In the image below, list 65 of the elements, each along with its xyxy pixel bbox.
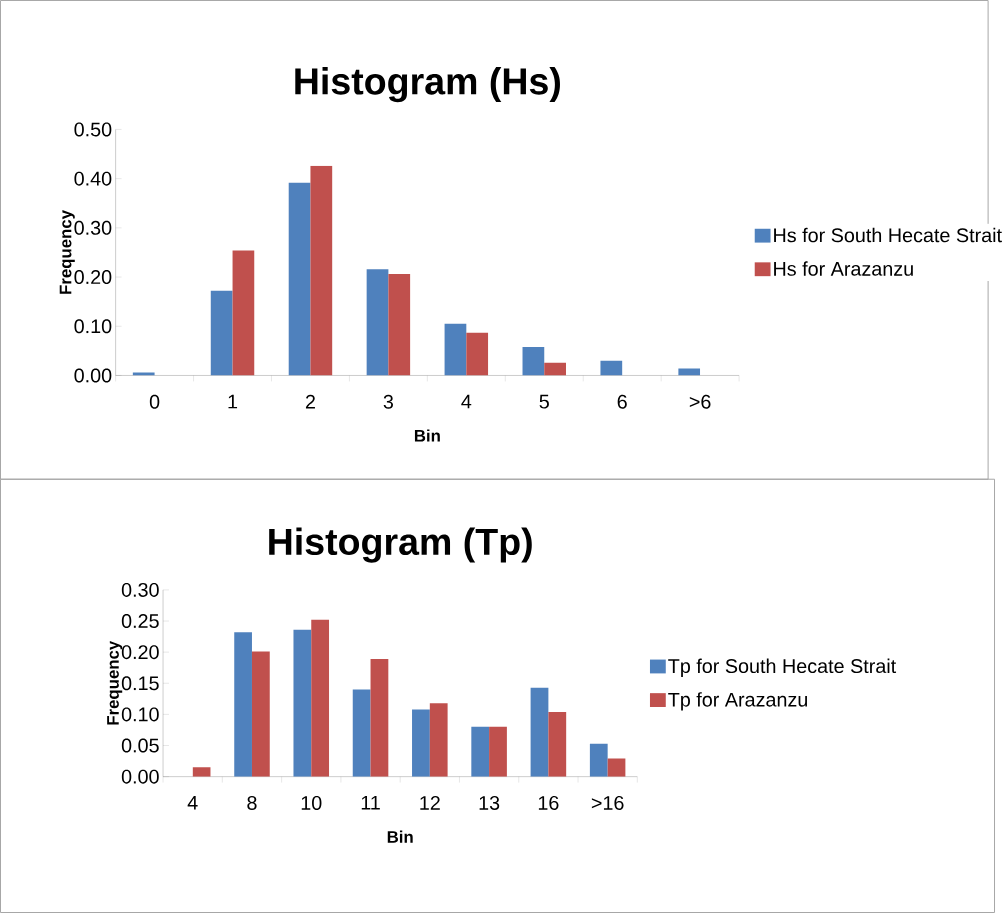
bar [466,332,489,376]
x-tick-label: 1 [228,394,238,409]
legend-label: Hs for Arazanzu [774,261,913,276]
bar [234,632,252,777]
y-tick-label: 0.00 [74,368,112,383]
y-tick-label: 0.10 [74,319,112,334]
bar [352,689,371,777]
bar [293,629,312,777]
x-tick-label: 12 [420,795,440,810]
bar [429,703,448,777]
y-tick-label: 0.30 [74,220,112,235]
bar [311,619,330,777]
bar [548,711,567,777]
bar [522,346,545,376]
x-tick-label: 2 [305,394,315,409]
bar [288,182,311,376]
bar [530,687,549,777]
y-tick-label: 0.50 [74,122,112,137]
bar [489,726,507,777]
y-tick-label: 0.20 [74,270,112,285]
y-tick-label: 0.30 [121,582,159,597]
chart-title: Histogram (Hs) [295,67,560,103]
bar [388,274,411,376]
x-axis-title: Bin [414,429,440,442]
x-tick-label: 4 [187,795,198,810]
y-tick-label: 0.05 [121,738,159,753]
x-tick-label: 6 [617,394,627,409]
bar [412,709,430,777]
x-tick-label: 8 [247,795,257,810]
bar [544,362,566,376]
x-tick-label: 5 [539,394,549,409]
x-tick-label: >6 [689,394,711,409]
y-tick-label: 0.15 [121,676,159,691]
bar [310,165,333,376]
y-axis-title: Frequency [59,210,75,294]
bar [366,269,389,376]
legend-label: Tp for South Hecate Strait [668,658,897,678]
bar [607,758,626,777]
x-axis-title: Bin [387,830,413,843]
bar [471,726,490,777]
legend-label: Tp for Arazanzu [668,692,807,711]
bar [192,767,211,777]
x-tick-label: 11 [361,795,380,810]
y-axis-title: Frequency [107,640,123,725]
y-tick-label: 0.40 [74,171,112,186]
bar [251,651,270,777]
bar [600,360,623,376]
x-tick-label: 13 [479,795,500,810]
y-tick-label: 0.20 [121,645,159,660]
chart-title: Histogram (Tp) [269,527,532,563]
y-tick-label: 0.10 [121,707,159,722]
bar [232,250,255,376]
bar [589,743,608,777]
x-tick-label: 16 [538,795,559,810]
x-tick-label: 3 [383,394,394,409]
x-tick-label: 4 [461,394,472,409]
x-tick-label: 10 [301,795,322,810]
bar [444,323,467,376]
x-tick-label: 0 [149,394,160,409]
y-tick-label: 0.00 [121,769,159,784]
bar [370,658,389,777]
x-tick-label: >16 [591,795,624,810]
y-tick-label: 0.25 [121,614,159,629]
legend-label: Hs for South Hecate Strait [774,227,1002,243]
bar [210,290,233,376]
